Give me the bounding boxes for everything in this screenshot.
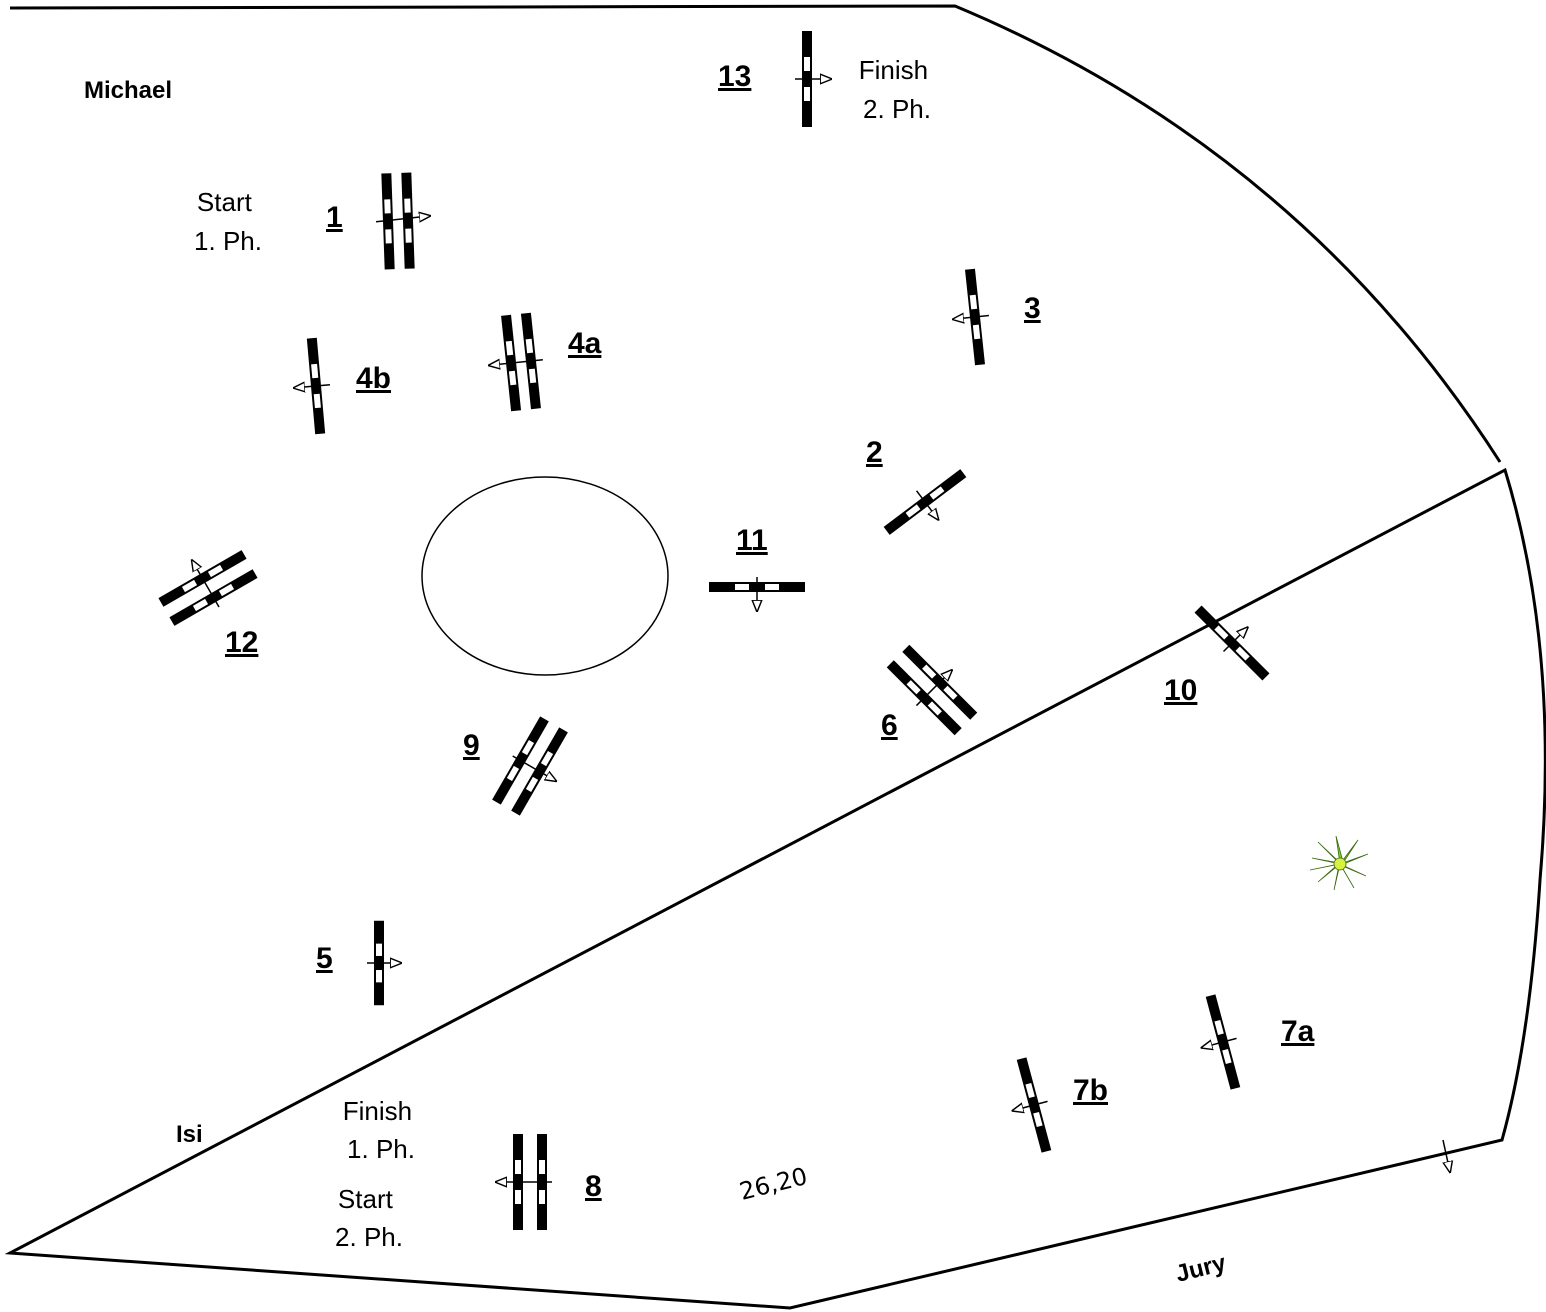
obstacle-11 — [709, 577, 805, 611]
obstacle-label-8: 8 — [585, 1170, 602, 1203]
center-oval — [421, 476, 669, 676]
obstacle-10 — [1194, 605, 1270, 681]
label-start-phase1: Start 1. Ph. — [194, 187, 262, 256]
obstacle-label-12: 12 — [225, 626, 258, 659]
label-start-phase2: Start 2. Ph. — [335, 1184, 403, 1252]
obstacle-label-10: 10 — [1164, 674, 1197, 707]
obstacle-13 — [795, 31, 831, 127]
obstacle-label-6: 6 — [881, 709, 898, 742]
obstacle-3 — [948, 268, 990, 366]
plant-icon — [1309, 835, 1369, 891]
obstacle-2 — [883, 469, 967, 535]
label-measurement: 26,20 — [737, 1162, 810, 1206]
obstacle-8 — [496, 1134, 552, 1230]
label-finish-phase2: Finish 2. Ph. — [859, 55, 936, 124]
arena-boundary — [4, 4, 1546, 1310]
obstacle-7b — [1000, 1057, 1052, 1153]
obstacle-label-3: 3 — [1024, 292, 1041, 325]
direction-arrow-icon — [1443, 1139, 1450, 1172]
obstacle-label-9: 9 — [463, 729, 480, 762]
obstacle-6 — [886, 644, 978, 736]
obstacle-label-13: 13 — [718, 60, 751, 93]
label-finish-phase1: Finish 1. Ph. — [343, 1096, 420, 1164]
obstacle-label-4a: 4a — [568, 327, 602, 360]
obstacle-4b — [290, 337, 331, 435]
label-jury: Jury — [1173, 1249, 1229, 1288]
obstacle-7a — [1189, 994, 1241, 1090]
obstacle-4a — [484, 312, 543, 412]
obstacle-label-7b: 7b — [1073, 1074, 1108, 1107]
label-michael: Michael — [84, 77, 172, 104]
obstacle-12 — [158, 550, 258, 626]
obstacle-label-5: 5 — [316, 942, 333, 975]
label-isi: Isi — [176, 1121, 203, 1148]
obstacle-label-7a: 7a — [1281, 1015, 1315, 1048]
obstacle-label-2: 2 — [866, 436, 883, 469]
obstacle-label-4b: 4b — [356, 362, 391, 395]
obstacle-9 — [492, 716, 568, 816]
obstacle-label-11: 11 — [736, 524, 768, 557]
obstacle-1 — [375, 172, 431, 270]
obstacle-5 — [367, 920, 401, 1006]
obstacle-label-1: 1 — [326, 201, 343, 234]
